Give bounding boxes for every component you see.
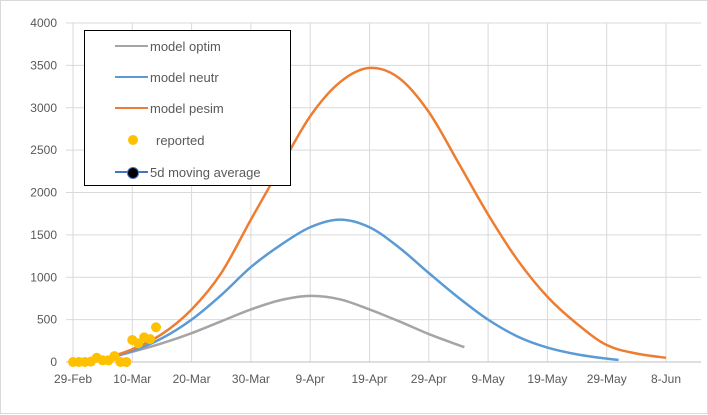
legend-item-neutr: model neutr: [115, 69, 219, 85]
y-tick-label: 2000: [30, 186, 57, 200]
reported-point: [121, 357, 132, 367]
x-tick-label: 10-Mar: [113, 372, 151, 386]
reported-point: [151, 322, 162, 333]
legend-swatch: [115, 107, 148, 109]
y-tick-label: 4000: [30, 16, 57, 30]
x-tick-label: 19-Apr: [351, 372, 387, 386]
x-tick-label: 29-Apr: [411, 372, 447, 386]
x-tick-label: 19-May: [527, 372, 567, 386]
series-line-model-neutr: [72, 218, 619, 364]
x-tick-label: 20-Mar: [173, 372, 211, 386]
legend-swatch: [115, 45, 148, 47]
legend-swatch: [115, 167, 148, 179]
x-tick-label: 9-Apr: [296, 372, 325, 386]
legend-item-reported: reported: [115, 132, 204, 148]
x-tick-label: 29-Feb: [54, 372, 92, 386]
y-tick-label: 500: [37, 313, 57, 327]
x-tick-label: 29-May: [587, 372, 627, 386]
y-tick-label: 3000: [30, 101, 57, 115]
series-line-model-pesim: [72, 66, 667, 364]
series-line-model-optim: [72, 294, 465, 364]
legend-item-pesim: model pesim: [115, 100, 224, 116]
y-tick-label: 0: [50, 355, 57, 369]
x-tick-label: 30-Mar: [232, 372, 270, 386]
legend-label: reported: [156, 132, 205, 148]
legend-swatch: [115, 76, 148, 78]
legend-label: model pesim: [150, 100, 224, 116]
y-tick-label: 1500: [30, 228, 57, 242]
legend-swatch: [115, 135, 148, 145]
legend-label: model neutr: [150, 69, 219, 85]
legend-item-moving-average: 5d moving average: [115, 164, 261, 180]
legend-label: 5d moving average: [150, 164, 261, 180]
x-tick-label: 8-Jun: [651, 372, 681, 386]
reported-point: [145, 334, 156, 345]
y-tick-label: 1000: [30, 270, 57, 284]
legend: model optim model neutr model pesim repo…: [84, 30, 291, 186]
y-tick-label: 2500: [30, 143, 57, 157]
y-tick-label: 3500: [30, 58, 57, 72]
legend-item-optim: model optim: [115, 38, 221, 54]
x-tick-label: 9-May: [471, 372, 504, 386]
legend-label: model optim: [150, 38, 221, 54]
